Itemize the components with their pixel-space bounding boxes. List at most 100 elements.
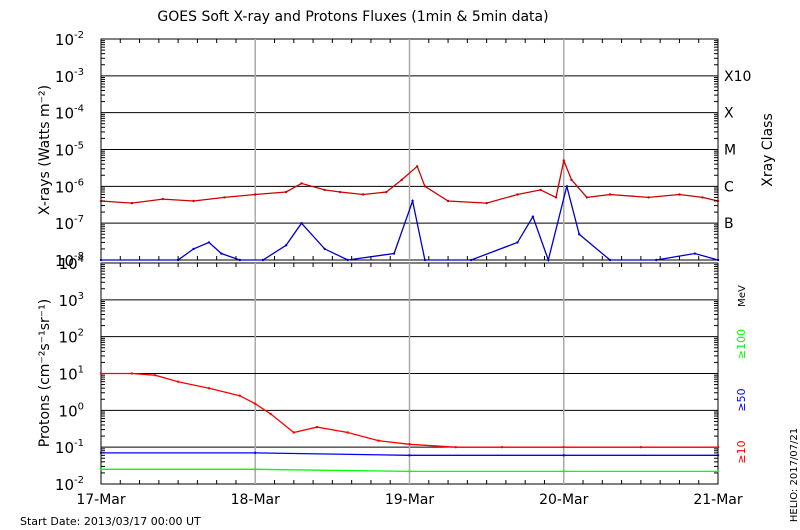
proton-data-point [562,454,565,457]
proton-data-point [207,386,211,390]
proton-series-line-0 [101,372,718,448]
xray-data-point [446,199,450,203]
x-tick-label: 17-Mar [76,492,126,508]
proton-y-tick-label: 104 [59,254,84,273]
x-tick-label: 18-Mar [231,492,281,508]
xray-y-tick-label: 10-8 [55,251,84,270]
xray-data-point [323,247,326,251]
xray-data-point [562,159,565,162]
proton-data-point [176,380,180,383]
xray-data-point [130,201,134,205]
xray-data-point [585,196,589,199]
xray-data-point [554,196,558,199]
xray-class-axis-title: Xray Class [760,113,776,187]
xray-data-point [565,185,569,188]
proton-panel: 10-2 10-1 100 101 102 103 104 ≥10 ≥50 ≥100 Proto… [37,254,748,494]
xray-data-point [161,197,164,201]
xray-data-point [539,188,542,192]
proton-data-point [153,373,157,377]
xray-data-point [516,241,519,244]
xray-data-point [192,199,195,203]
xray-data-point [701,196,704,199]
start-date-label: Start Date: 2013/03/17 00:00 UT [20,515,201,528]
xray-class-label: C [724,179,734,195]
proton-y-tick-label: 10-1 [55,438,84,457]
xray-data-point [220,252,223,255]
proton-data-point [254,468,257,471]
proton-y-tick-label: 101 [59,365,84,384]
xray-data-point [254,193,257,196]
proton-y-tick-label: 102 [59,328,84,347]
proton-data-point [500,445,504,449]
proton-data-point [716,470,720,473]
proton-y-tick-label: 103 [59,291,84,310]
xray-data-point [647,196,650,199]
proton-y-axis-label: Protons (cm⁻²s⁻¹sr⁻¹) [37,299,53,448]
xray-data-point [423,258,427,262]
proton-data-point [315,425,319,429]
xray-y-tick-label: 10-2 [55,30,84,49]
proton-y-tick-label: 10-2 [55,475,84,494]
xray-data-point [284,190,288,194]
xray-data-point [207,241,211,244]
proton-data-point [254,402,257,406]
proton-data-point [562,445,565,449]
xray-y-tick-label: 10-4 [55,104,84,123]
proton-data-point [99,372,103,375]
xray-class-label: B [724,216,734,232]
xray-data-point [300,221,303,225]
proton-data-point [99,468,103,471]
xray-data-point [323,188,326,192]
xray-data-point [99,258,103,262]
proton-energy-label: ≥10 [735,440,748,463]
xray-data-point [223,196,226,199]
xray-data-point [470,258,473,262]
xray-data-point [362,193,365,196]
proton-data-point [639,445,643,449]
xray-data-point [485,201,488,205]
proton-data-point [292,431,296,434]
proton-data-point [408,470,411,473]
xray-series-line-0 [100,158,719,204]
xray-data-point [678,193,681,196]
proton-y-tick-label: 100 [59,401,84,420]
xray-data-point [516,193,519,196]
xray-data-point [608,258,612,262]
xray-data-point [400,178,403,182]
proton-data-point [130,372,134,375]
figure-title: GOES Soft X-ray and Protons Fluxes (1min… [157,9,548,25]
xray-data-point [338,190,342,194]
xray-panel: 10-8 10-7 10-6 10-5 10-4 10-3 10-2 B C M X X10 X-r… [37,30,776,270]
x-tick-label: 19-Mar [385,492,435,508]
xray-class-label: M [724,143,736,159]
x-tick-label: 21-Mar [693,492,743,508]
xray-data-point [716,258,720,262]
xray-data-point [693,252,697,255]
xray-y-tick-label: 10-7 [55,214,84,233]
xray-data-point [411,199,414,203]
xray-data-point [608,193,612,196]
xray-data-point [192,247,195,251]
xray-class-label: X10 [724,69,751,85]
xray-class-label: X [724,106,734,122]
proton-data-point [377,439,380,442]
xray-series-line-1 [101,186,719,263]
proton-data-point [408,454,411,457]
xray-data-point [577,233,581,236]
xray-y-axis-label: X-rays (Watts m⁻²) [37,85,53,215]
xray-data-point [655,258,658,262]
proton-unit-label: MeV [737,285,748,307]
xray-data-point [392,252,396,255]
proton-energy-label: ≥100 [735,329,748,359]
xray-data-point [385,190,388,194]
xray-y-tick-label: 10-3 [55,67,84,86]
xray-y-tick-label: 10-5 [55,141,84,160]
xray-data-point [300,182,303,185]
proton-data-point [238,394,242,397]
proton-data-point [562,470,565,473]
proton-data-point [346,431,349,434]
xray-y-tick-label: 10-6 [55,177,84,196]
xray-data-point [261,258,265,262]
xray-data-point [416,165,419,168]
